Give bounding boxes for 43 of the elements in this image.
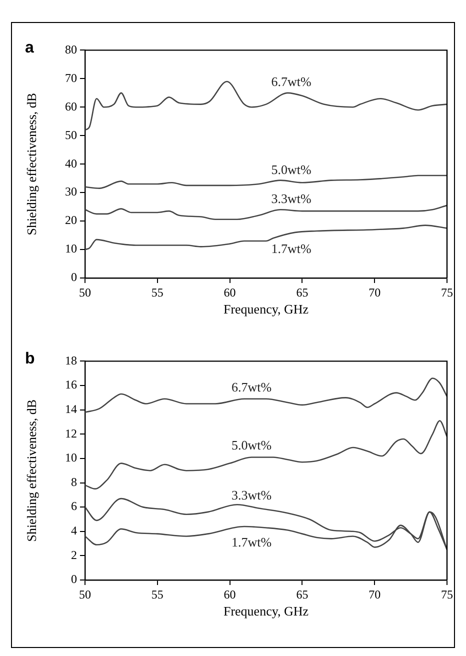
y-tick-label: 12 bbox=[65, 426, 77, 440]
x-tick-label: 60 bbox=[224, 587, 236, 602]
y-tick-label: 40 bbox=[65, 156, 77, 170]
x-tick-label: 60 bbox=[224, 285, 236, 300]
y-tick-label: 14 bbox=[65, 402, 77, 416]
series-label: 5.0wt% bbox=[231, 438, 272, 453]
y-tick-label: 50 bbox=[65, 128, 77, 142]
y-tick-label: 0 bbox=[71, 572, 77, 586]
series-label: 3.3wt% bbox=[231, 487, 272, 502]
x-tick-label: 75 bbox=[441, 587, 453, 602]
x-tick-label: 65 bbox=[296, 587, 308, 602]
y-axis-title: Shielding effectiveness, dB bbox=[24, 399, 40, 542]
series-label: 6.7wt% bbox=[271, 74, 312, 90]
y-tick-label: 4 bbox=[71, 524, 77, 538]
y-tick-label: 10 bbox=[65, 242, 77, 256]
series-label: 1.7wt% bbox=[271, 240, 312, 256]
series-label: 6.7wt% bbox=[231, 379, 272, 394]
y-tick-label: 0 bbox=[71, 270, 77, 284]
x-tick-label: 55 bbox=[151, 587, 164, 602]
y-tick-label: 30 bbox=[65, 184, 77, 199]
series-label: 3.3wt% bbox=[271, 190, 312, 206]
chart-title: a bbox=[25, 39, 34, 56]
y-tick-label: 80 bbox=[65, 42, 77, 56]
y-tick-label: 10 bbox=[65, 450, 77, 465]
x-axis-title: Frequency, GHz bbox=[223, 604, 309, 619]
x-tick-label: 70 bbox=[368, 285, 381, 300]
x-tick-label: 65 bbox=[296, 285, 308, 300]
y-tick-label: 20 bbox=[65, 213, 77, 228]
y-axis-title: Shielding effectiveness, dB bbox=[24, 92, 40, 236]
y-tick-label: 16 bbox=[65, 378, 77, 392]
x-tick-label: 75 bbox=[441, 285, 453, 300]
chart-title: b bbox=[25, 350, 35, 368]
x-tick-label: 55 bbox=[151, 285, 164, 300]
series-label: 1.7wt% bbox=[231, 534, 272, 550]
y-tick-label: 2 bbox=[71, 548, 77, 562]
y-tick-label: 6 bbox=[71, 499, 77, 514]
x-axis-title: Frequency, GHz bbox=[223, 302, 309, 317]
x-tick-label: 70 bbox=[368, 587, 381, 602]
y-tick-label: 70 bbox=[65, 70, 77, 85]
y-tick-label: 60 bbox=[65, 99, 77, 114]
y-tick-label: 8 bbox=[71, 474, 77, 489]
series-label: 5.0wt% bbox=[271, 162, 312, 177]
y-tick-label: 18 bbox=[65, 353, 77, 368]
